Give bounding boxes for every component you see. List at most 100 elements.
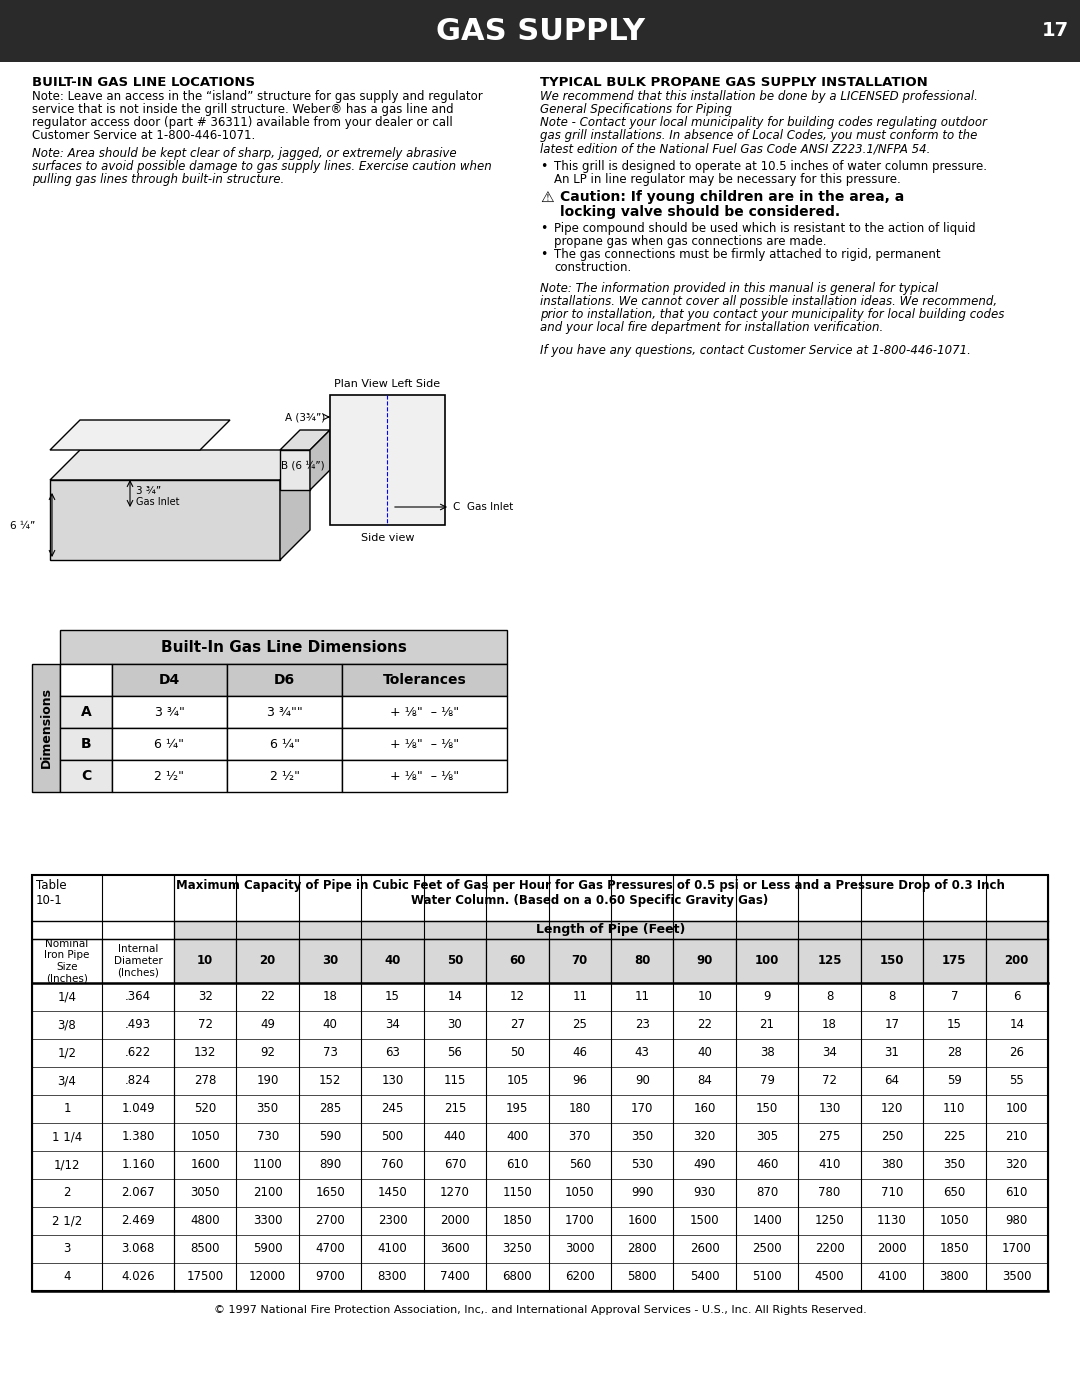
Text: B (6 ¼”): B (6 ¼”)	[282, 460, 325, 469]
Text: .622: .622	[125, 1046, 151, 1059]
Bar	[102, 939, 174, 983]
Text: BUILT-IN GAS LINE LOCATIONS: BUILT-IN GAS LINE LOCATIONS	[32, 75, 255, 89]
Text: 28: 28	[947, 1046, 962, 1059]
Bar	[423, 939, 486, 983]
Text: 8: 8	[888, 990, 895, 1003]
Text: 40: 40	[323, 1018, 338, 1031]
Text: © 1997 National Fire Protection Association, Inc,. and International Approval Se: © 1997 National Fire Protection Associat…	[214, 1305, 866, 1315]
Bar	[486, 939, 549, 983]
Text: 500: 500	[381, 1130, 404, 1144]
Text: service that is not inside the grill structure. Weber® has a gas line and: service that is not inside the grill str…	[32, 103, 454, 116]
Text: •: •	[540, 249, 548, 261]
Text: Nominal
Iron Pipe
Size
(Inches): Nominal Iron Pipe Size (Inches)	[44, 939, 90, 983]
Bar	[227, 760, 342, 792]
Text: Dimensions: Dimensions	[40, 687, 53, 768]
Text: 890: 890	[319, 1158, 341, 1172]
Text: The gas connections must be firmly attached to rigid, permanent: The gas connections must be firmly attac…	[554, 249, 941, 261]
Bar	[60, 760, 112, 792]
Text: 4.026: 4.026	[121, 1270, 154, 1284]
Text: 60: 60	[509, 954, 526, 968]
Polygon shape	[280, 450, 310, 560]
Text: 18: 18	[323, 990, 338, 1003]
Text: An LP in line regulator may be necessary for this pressure.: An LP in line regulator may be necessary…	[554, 173, 901, 186]
Text: 15: 15	[386, 990, 400, 1003]
Text: 3 ¾": 3 ¾"	[154, 705, 185, 718]
Text: 1/4: 1/4	[57, 990, 77, 1003]
Text: 2100: 2100	[253, 1186, 283, 1200]
Text: 1.049: 1.049	[121, 1102, 154, 1115]
Text: 40: 40	[384, 954, 401, 968]
Text: propane gas when gas connections are made.: propane gas when gas connections are mad…	[554, 235, 826, 249]
Text: 610: 610	[1005, 1186, 1028, 1200]
Text: 64: 64	[885, 1074, 900, 1087]
Text: ⚠: ⚠	[540, 190, 554, 205]
Text: 90: 90	[697, 954, 713, 968]
Text: 560: 560	[569, 1158, 591, 1172]
Text: Note: Area should be kept clear of sharp, jagged, or extremely abrasive: Note: Area should be kept clear of sharp…	[32, 147, 457, 161]
Text: 2800: 2800	[627, 1242, 657, 1256]
Text: 150: 150	[880, 954, 904, 968]
Text: 305: 305	[756, 1130, 778, 1144]
Text: 90: 90	[635, 1074, 650, 1087]
Bar	[60, 664, 112, 696]
Text: 2.067: 2.067	[121, 1186, 154, 1200]
Text: 3250: 3250	[502, 1242, 532, 1256]
Bar	[549, 939, 611, 983]
Text: 12000: 12000	[249, 1270, 286, 1284]
Bar	[32, 875, 1048, 1291]
Text: Tolerances: Tolerances	[382, 673, 467, 687]
Text: 12: 12	[510, 990, 525, 1003]
Text: 8: 8	[826, 990, 833, 1003]
Text: 110: 110	[943, 1102, 966, 1115]
Text: Internal
Diameter
(Inches): Internal Diameter (Inches)	[113, 944, 162, 978]
Text: 210: 210	[1005, 1130, 1028, 1144]
Text: 2500: 2500	[753, 1242, 782, 1256]
Text: 410: 410	[819, 1158, 840, 1172]
Text: 14: 14	[447, 990, 462, 1003]
Text: 72: 72	[822, 1074, 837, 1087]
Text: 3500: 3500	[1002, 1270, 1031, 1284]
Text: 105: 105	[507, 1074, 528, 1087]
Text: 130: 130	[819, 1102, 840, 1115]
Text: 4: 4	[64, 1270, 71, 1284]
Text: 21: 21	[759, 1018, 774, 1031]
Bar	[60, 728, 112, 760]
Text: 3/4: 3/4	[57, 1074, 77, 1087]
Text: 1 1/4: 1 1/4	[52, 1130, 82, 1144]
Text: Caution: If young children are in the area, a: Caution: If young children are in the ar…	[561, 190, 904, 204]
Text: 275: 275	[819, 1130, 840, 1144]
Text: We recommend that this installation be done by a LICENSED professional.: We recommend that this installation be d…	[540, 89, 977, 103]
Bar	[32, 664, 60, 792]
Text: 34: 34	[822, 1046, 837, 1059]
Text: A (3¾”): A (3¾”)	[285, 412, 325, 422]
Text: 4800: 4800	[190, 1214, 220, 1228]
Text: 17: 17	[885, 1018, 900, 1031]
Text: 320: 320	[1005, 1158, 1028, 1172]
Text: 11: 11	[635, 990, 650, 1003]
Text: 18: 18	[822, 1018, 837, 1031]
Text: 150: 150	[756, 1102, 779, 1115]
Text: 1700: 1700	[1002, 1242, 1031, 1256]
Text: 2000: 2000	[877, 1242, 907, 1256]
Text: 31: 31	[885, 1046, 900, 1059]
Polygon shape	[280, 450, 310, 490]
Text: 7: 7	[950, 990, 958, 1003]
Text: 180: 180	[569, 1102, 591, 1115]
Text: 350: 350	[631, 1130, 653, 1144]
Text: •: •	[540, 222, 548, 235]
Text: 320: 320	[693, 1130, 716, 1144]
Text: 4700: 4700	[315, 1242, 345, 1256]
Text: 1850: 1850	[940, 1242, 969, 1256]
Bar	[174, 939, 237, 983]
Text: 7400: 7400	[440, 1270, 470, 1284]
Text: 79: 79	[759, 1074, 774, 1087]
Text: General Specifications for Piping: General Specifications for Piping	[540, 103, 732, 116]
Text: 3.068: 3.068	[121, 1242, 154, 1256]
Text: 55: 55	[1010, 1074, 1024, 1087]
Text: 3800: 3800	[940, 1270, 969, 1284]
Text: 1600: 1600	[190, 1158, 220, 1172]
Text: installations. We cannot cover all possible installation ideas. We recommend,: installations. We cannot cover all possi…	[540, 295, 997, 307]
Text: 710: 710	[881, 1186, 903, 1200]
Text: 22: 22	[698, 1018, 712, 1031]
Text: Maximum Capacity of Pipe in Cubic Feet of Gas per Hour for Gas Pressures of 0.5 : Maximum Capacity of Pipe in Cubic Feet o…	[176, 879, 1004, 907]
